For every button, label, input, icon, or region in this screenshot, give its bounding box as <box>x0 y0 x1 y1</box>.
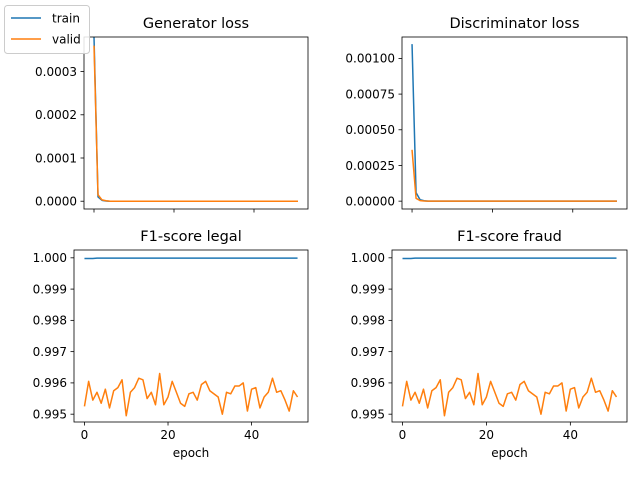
y-tick-label: 0.999 <box>33 282 67 296</box>
axes-frame <box>73 249 309 423</box>
x-tick-label: 20 <box>160 428 175 442</box>
y-tick-label: 0.999 <box>351 282 385 296</box>
series-line-valid <box>411 149 617 202</box>
series-line-valid <box>83 372 299 417</box>
y-tick-label: 0.996 <box>351 376 385 390</box>
x-tick-label: 40 <box>563 428 578 442</box>
y-tick-label: 0.0001 <box>35 151 77 165</box>
series-line-valid <box>401 372 618 417</box>
series-line-valid <box>93 45 298 202</box>
y-tick-label: 0.00025 <box>345 159 395 173</box>
y-tick-label: 0.995 <box>351 407 385 421</box>
y-tick-label: 0.996 <box>33 376 67 390</box>
y-tick-label: 0.00075 <box>345 87 395 101</box>
figure-legend: train valid <box>4 5 90 54</box>
subplot-title: Discriminator loss <box>449 16 579 32</box>
y-tick-label: 0.0000 <box>35 195 77 209</box>
y-tick-label: 1.000 <box>33 251 67 265</box>
x-tick-label: 0 <box>81 428 89 442</box>
x-tick-label: 40 <box>244 428 259 442</box>
y-tick-label: 1.000 <box>351 251 385 265</box>
x-tick-label: 20 <box>479 428 494 442</box>
subplot-3: 0 20 40 0.995 0.996 0.997 0.998 0.999 1.000 F1-sc… <box>33 229 309 460</box>
y-tick-label: 0.00100 <box>345 52 395 66</box>
y-tick-label: 0.00000 <box>345 194 395 208</box>
subplot-title: F1-score fraud <box>457 229 562 245</box>
subplot-title: Generator loss <box>143 16 249 32</box>
y-tick-label: 0.00050 <box>345 123 395 137</box>
y-tick-label: 0.997 <box>33 345 67 359</box>
x-tick-label: 0 <box>399 428 407 442</box>
subplot-4: 0 20 40 0.995 0.996 0.997 0.998 0.999 1.000 F1-sc… <box>351 229 628 460</box>
subplot-title: F1-score legal <box>140 229 241 245</box>
y-tick-label: 0.998 <box>351 314 385 328</box>
y-tick-label: 0.0003 <box>35 65 77 79</box>
axes-frame <box>83 36 309 210</box>
subplot-1: 0.0000 0.0001 0.0002 0.0003 Generator loss <box>35 16 309 213</box>
y-tick-label: 0.997 <box>351 345 385 359</box>
y-tick-label: 0.0002 <box>35 108 77 122</box>
axes-frame <box>401 36 628 210</box>
axes-frame <box>391 249 628 423</box>
y-tick-label: 0.998 <box>33 314 67 328</box>
legend-label-valid: valid <box>52 32 81 46</box>
y-tick-label: 0.995 <box>33 407 67 421</box>
x-axis-label: epoch <box>173 446 210 460</box>
x-axis-label: epoch <box>491 446 528 460</box>
subplot-2: 0.00000 0.00025 0.00050 0.00075 0.00100 Discr… <box>345 16 628 213</box>
legend-label-train: train <box>52 11 80 25</box>
